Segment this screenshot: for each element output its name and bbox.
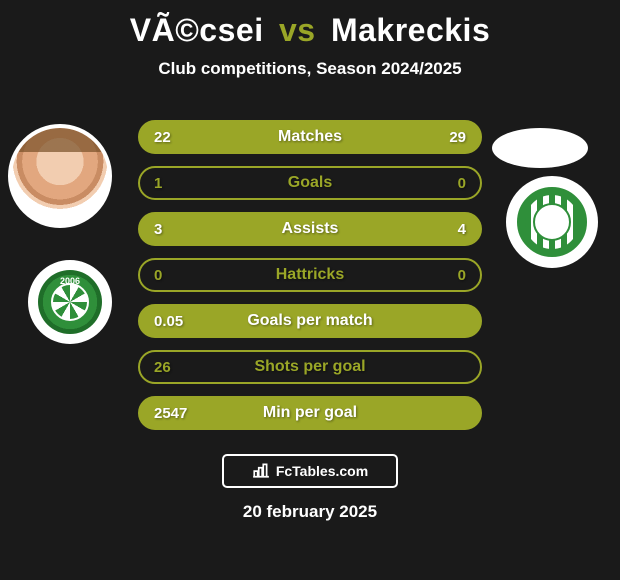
subtitle: Club competitions, Season 2024/2025	[0, 59, 620, 79]
stat-label: Min per goal	[263, 404, 357, 422]
stat-value-left: 0	[154, 267, 162, 284]
team-badge-inner: 2006	[38, 270, 102, 334]
stat-label: Shots per goal	[254, 358, 365, 376]
stat-bar: 1 Goals 0	[138, 166, 482, 200]
stat-label: Assists	[282, 220, 339, 238]
stat-label: Goals per match	[247, 312, 372, 330]
player1-avatar	[8, 124, 112, 228]
stat-value-left: 22	[154, 129, 171, 146]
stat-bar: 3 Assists 4	[138, 212, 482, 246]
stat-bar: 0 Hattricks 0	[138, 258, 482, 292]
stat-label: Matches	[278, 128, 342, 146]
brand-badge[interactable]: FcTables.com	[222, 454, 398, 488]
date-label: 20 february 2025	[0, 502, 620, 522]
team-badge-ring	[517, 187, 587, 257]
stat-value-right: 0	[458, 267, 466, 284]
stat-bar: 2547 Min per goal	[138, 396, 482, 430]
chart-icon	[252, 461, 270, 482]
title-player1: VÃ©csei	[130, 12, 264, 48]
stat-bar: 22 Matches 29	[138, 120, 482, 154]
title-player2: Makreckis	[331, 12, 490, 48]
stat-value-left: 26	[154, 359, 171, 376]
player1-team-badge: 2006	[28, 260, 112, 344]
stat-bar: 0.05 Goals per match	[138, 304, 482, 338]
player2-team-badge	[506, 176, 598, 268]
stat-bar: 26 Shots per goal	[138, 350, 482, 384]
stat-value-left: 2547	[154, 405, 187, 422]
stat-value-left: 3	[154, 221, 162, 238]
player2-avatar-placeholder	[492, 128, 588, 168]
page-title: VÃ©csei vs Makreckis	[0, 0, 620, 49]
stat-value-right: 0	[458, 175, 466, 192]
brand-label: FcTables.com	[276, 463, 368, 479]
stat-value-right: 29	[449, 129, 466, 146]
stat-value-left: 0.05	[154, 313, 183, 330]
stats-container: 22 Matches 29 1 Goals 0 3 Assists 4 0 Hattricks 0 0.…	[138, 120, 482, 442]
stat-value-left: 1	[154, 175, 162, 192]
stat-label: Goals	[288, 174, 332, 192]
stat-value-right: 4	[458, 221, 466, 238]
stat-label: Hattricks	[276, 266, 344, 284]
title-vs: vs	[279, 12, 316, 48]
team-badge-year: 2006	[60, 276, 80, 286]
